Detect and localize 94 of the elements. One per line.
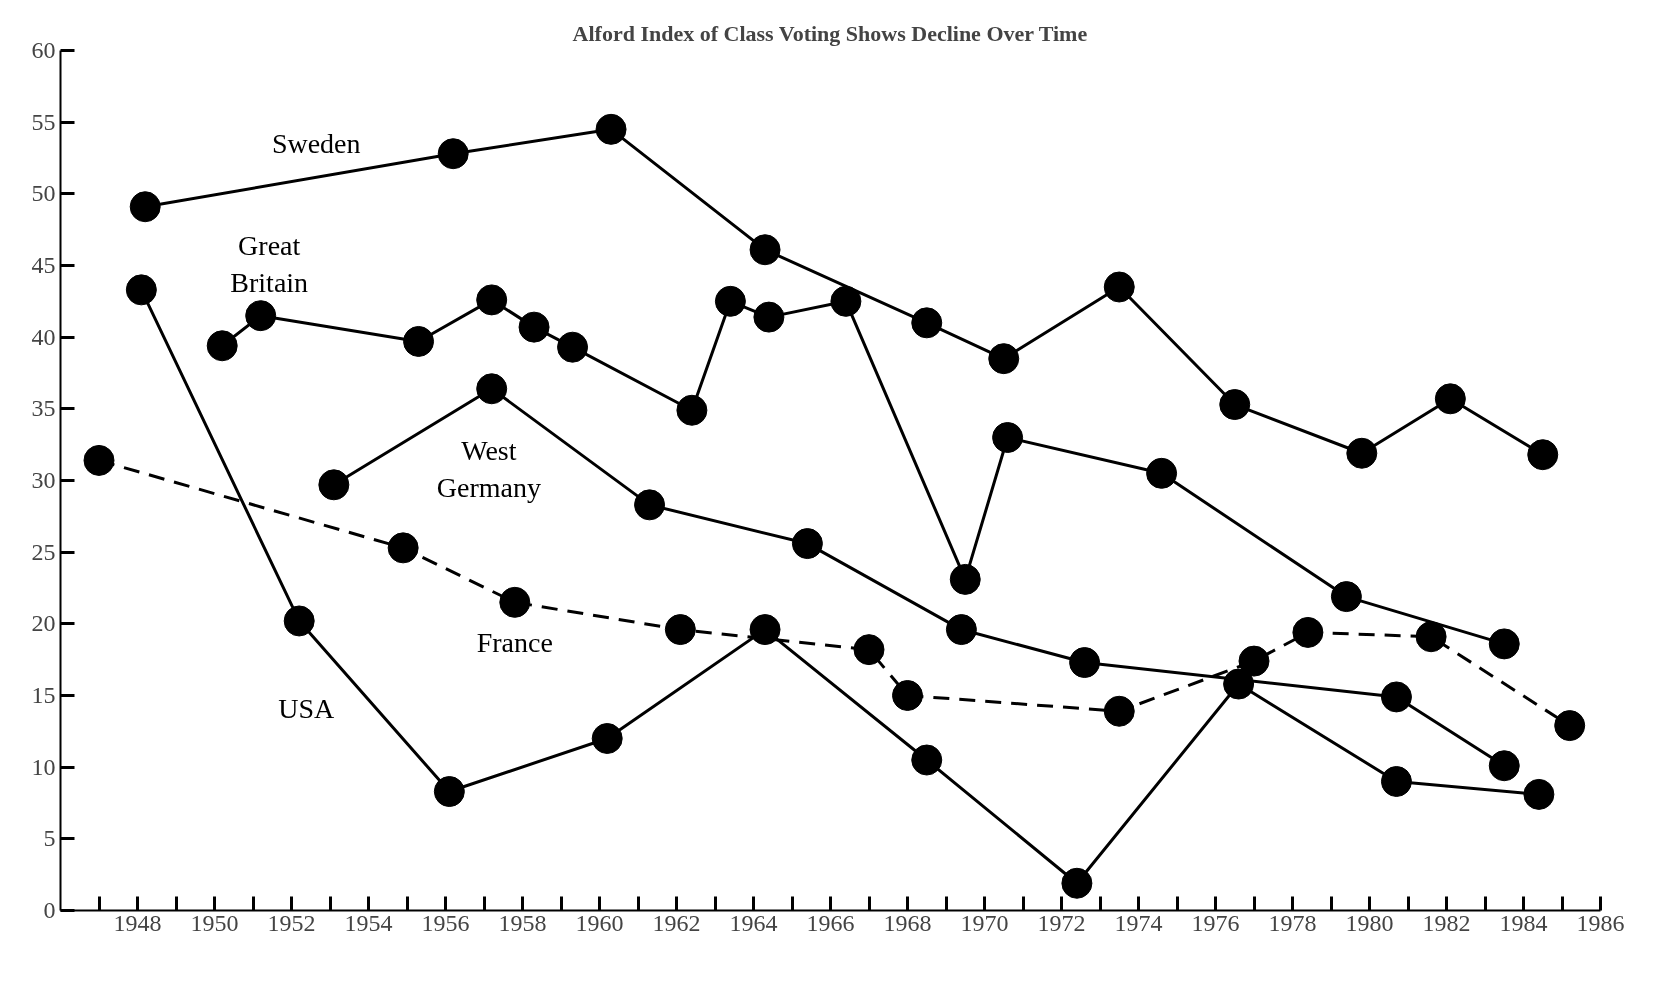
x-tick-label: 1976 xyxy=(1191,909,1240,936)
point xyxy=(125,274,157,306)
point xyxy=(676,394,708,426)
point xyxy=(437,138,469,170)
point xyxy=(1292,616,1324,648)
y-tick-label: 55 xyxy=(31,108,56,135)
point xyxy=(206,330,238,362)
series-label: West Germany xyxy=(436,434,541,503)
y-tick-label: 30 xyxy=(31,467,56,493)
x-tick-label: 1968 xyxy=(883,909,932,936)
x-tick-label: 1954 xyxy=(344,909,393,936)
point xyxy=(1103,695,1135,727)
x-tick-label: 1986 xyxy=(1576,909,1625,936)
point xyxy=(283,605,315,637)
y-tick-label: 60 xyxy=(31,37,56,63)
point xyxy=(476,284,508,316)
point xyxy=(830,285,862,317)
point xyxy=(988,343,1020,375)
point xyxy=(1069,647,1101,678)
point xyxy=(1488,750,1520,782)
point xyxy=(1146,457,1178,489)
y-tick-label: 10 xyxy=(31,753,56,780)
x-tick-label: 1960 xyxy=(575,909,624,936)
point xyxy=(1330,581,1362,613)
point xyxy=(945,614,977,646)
x-tick-label: 1970 xyxy=(960,909,1009,936)
point xyxy=(476,373,508,405)
series-label: USA xyxy=(278,693,335,725)
point xyxy=(634,489,666,521)
point xyxy=(892,680,923,711)
point xyxy=(911,744,943,776)
point xyxy=(557,331,589,363)
point xyxy=(1415,621,1447,653)
y-tick-label: 45 xyxy=(31,252,56,278)
x-tick-label: 1956 xyxy=(421,909,470,936)
point xyxy=(1554,710,1586,742)
x-tick-label: 1962 xyxy=(652,909,701,936)
point xyxy=(83,444,115,476)
series-label: Sweden xyxy=(271,128,361,160)
point xyxy=(1219,389,1251,420)
point xyxy=(753,301,785,333)
point xyxy=(245,300,277,332)
x-tick-label: 1966 xyxy=(806,909,855,936)
y-tick-label: 20 xyxy=(31,610,56,637)
point xyxy=(1380,681,1412,713)
y-tick-label: 0 xyxy=(43,897,56,923)
y-tick-label: 50 xyxy=(31,180,56,207)
y-tick-label: 5 xyxy=(43,825,56,852)
series-label: France xyxy=(476,626,553,658)
x-tick-label: 1972 xyxy=(1037,909,1086,936)
point xyxy=(591,723,623,754)
series-label: Great Britain xyxy=(230,229,309,298)
point xyxy=(595,113,627,145)
chart-title: Alford Index of Class Voting Shows Decline Over Time xyxy=(572,20,1088,46)
y-tick-label: 40 xyxy=(31,323,56,350)
x-tick-label: 1984 xyxy=(1499,909,1548,936)
x-tick-label: 1978 xyxy=(1268,909,1317,936)
point xyxy=(129,191,161,223)
point xyxy=(1346,437,1378,469)
point xyxy=(949,563,981,595)
point xyxy=(749,614,781,646)
x-tick-label: 1958 xyxy=(498,909,547,936)
point xyxy=(1434,383,1466,415)
x-tick-label: 1948 xyxy=(113,909,162,936)
y-tick-label: 25 xyxy=(31,538,56,565)
point xyxy=(499,586,531,618)
y-tick-label: 15 xyxy=(31,682,56,708)
point xyxy=(1238,645,1270,677)
point xyxy=(1488,628,1520,660)
point xyxy=(1380,766,1412,797)
point xyxy=(664,614,696,646)
point xyxy=(911,307,943,339)
point xyxy=(992,422,1024,453)
x-tick-label: 1950 xyxy=(190,909,239,936)
point xyxy=(387,532,419,564)
x-tick-label: 1980 xyxy=(1345,909,1394,936)
x-tick-label: 1982 xyxy=(1422,909,1471,936)
point xyxy=(403,326,435,357)
x-tick-label: 1974 xyxy=(1114,909,1163,936)
point xyxy=(853,634,885,666)
x-tick-label: 1964 xyxy=(729,909,778,936)
point xyxy=(1103,271,1135,303)
point xyxy=(791,528,823,560)
point xyxy=(749,234,781,266)
point xyxy=(433,776,465,807)
point xyxy=(318,469,350,501)
point xyxy=(1061,867,1093,899)
point xyxy=(1523,778,1555,810)
y-tick-label: 35 xyxy=(31,395,56,422)
x-tick-label: 1952 xyxy=(267,909,316,936)
point xyxy=(1527,439,1559,471)
point xyxy=(518,311,550,343)
point xyxy=(714,285,746,317)
point xyxy=(1223,668,1255,700)
